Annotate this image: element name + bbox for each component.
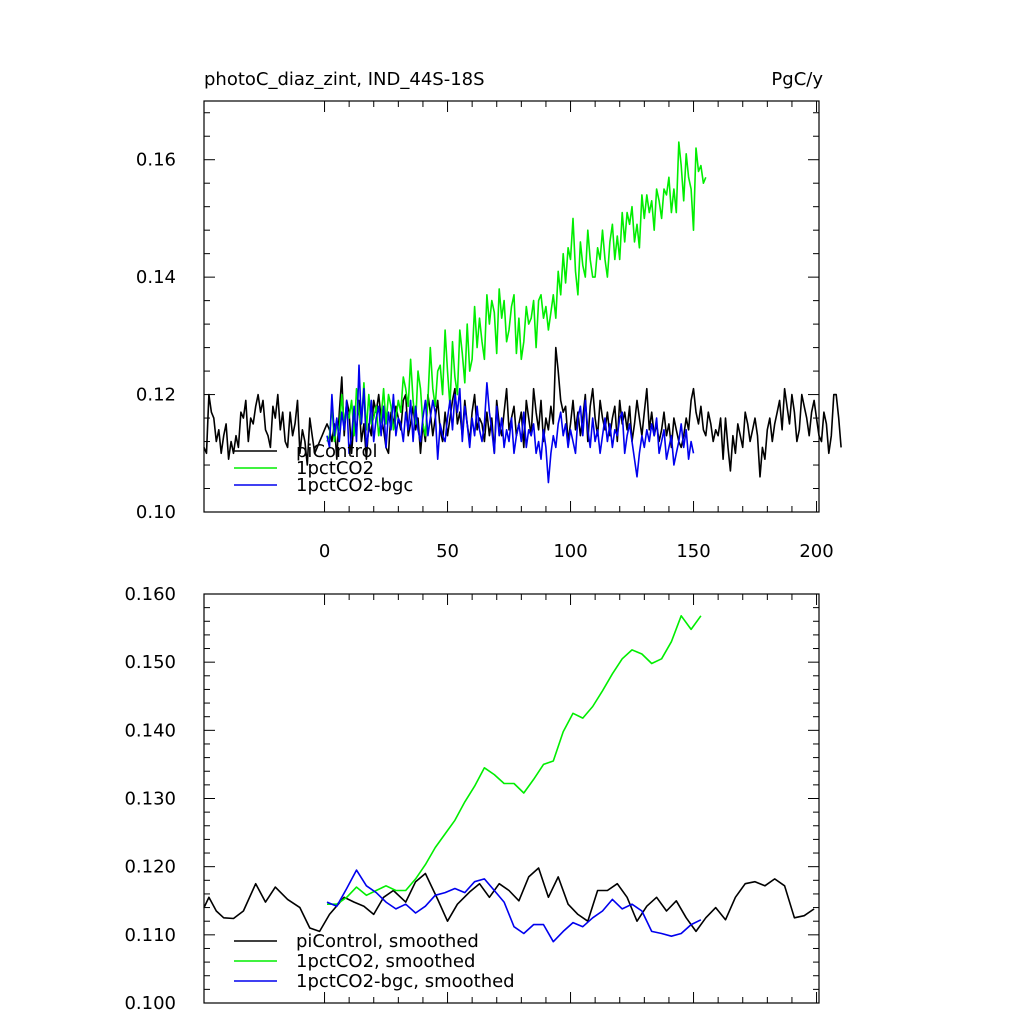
- x-tick-label: 50: [436, 541, 459, 562]
- legend-label-1pctco2-bgc: 1pctCO2-bgc: [296, 475, 413, 496]
- y-tick-label: 0.12: [136, 385, 176, 406]
- variable-region-label: photoC_diaz_zint, IND_44S-18S: [204, 69, 485, 90]
- x-tick-label: 100: [553, 541, 587, 562]
- y-tick-label: 0.160: [124, 584, 176, 605]
- legend-label-1pctco2: 1pctCO2: [296, 458, 374, 479]
- series-line-1pctco2: [326, 141, 707, 443]
- y-tick-label: 0.14: [136, 267, 176, 288]
- plot-frame: [203, 100, 820, 513]
- series-line-picontrol-smoothed: [203, 867, 815, 933]
- y-tick-label: 0.130: [124, 789, 176, 810]
- x-tick-label: 150: [676, 541, 710, 562]
- x-tick-label: 0: [319, 541, 330, 562]
- x-tick-label: 200: [799, 541, 833, 562]
- legend-label-1pctco2-bgc-smoothed: 1pctCO2-bgc, smoothed: [296, 971, 515, 992]
- legend-label-picontrol: piControl: [296, 441, 378, 462]
- series-line-1pctco2-bgc-smoothed: [326, 869, 702, 943]
- y-tick-label: 0.140: [124, 720, 176, 741]
- y-tick-label: 0.120: [124, 857, 176, 878]
- y-tick-label: 0.150: [124, 652, 176, 673]
- series-line-1pctco2-bgc: [326, 364, 695, 484]
- series-line-1pctco2-smoothed: [327, 615, 702, 905]
- top-panel-annual-series: 0 50 100 150 2000.100.120.140.16piControl1pc…: [136, 100, 842, 562]
- y-tick-label: 0.16: [136, 150, 176, 171]
- y-tick-label: 0.10: [136, 502, 176, 523]
- y-tick-label: 0.110: [124, 925, 176, 946]
- units-label: PgC/y: [771, 69, 823, 90]
- y-tick-label: 0.100: [124, 993, 176, 1014]
- legend-label-1pctco2-smoothed: 1pctCO2, smoothed: [296, 951, 475, 972]
- bottom-panel-smoothed-series: 0.100 0.110 0.120 0.130 0.140 0.150 0.160 piCon…: [124, 584, 820, 1014]
- legend-label-picontrol-smoothed: piControl, smoothed: [296, 931, 479, 952]
